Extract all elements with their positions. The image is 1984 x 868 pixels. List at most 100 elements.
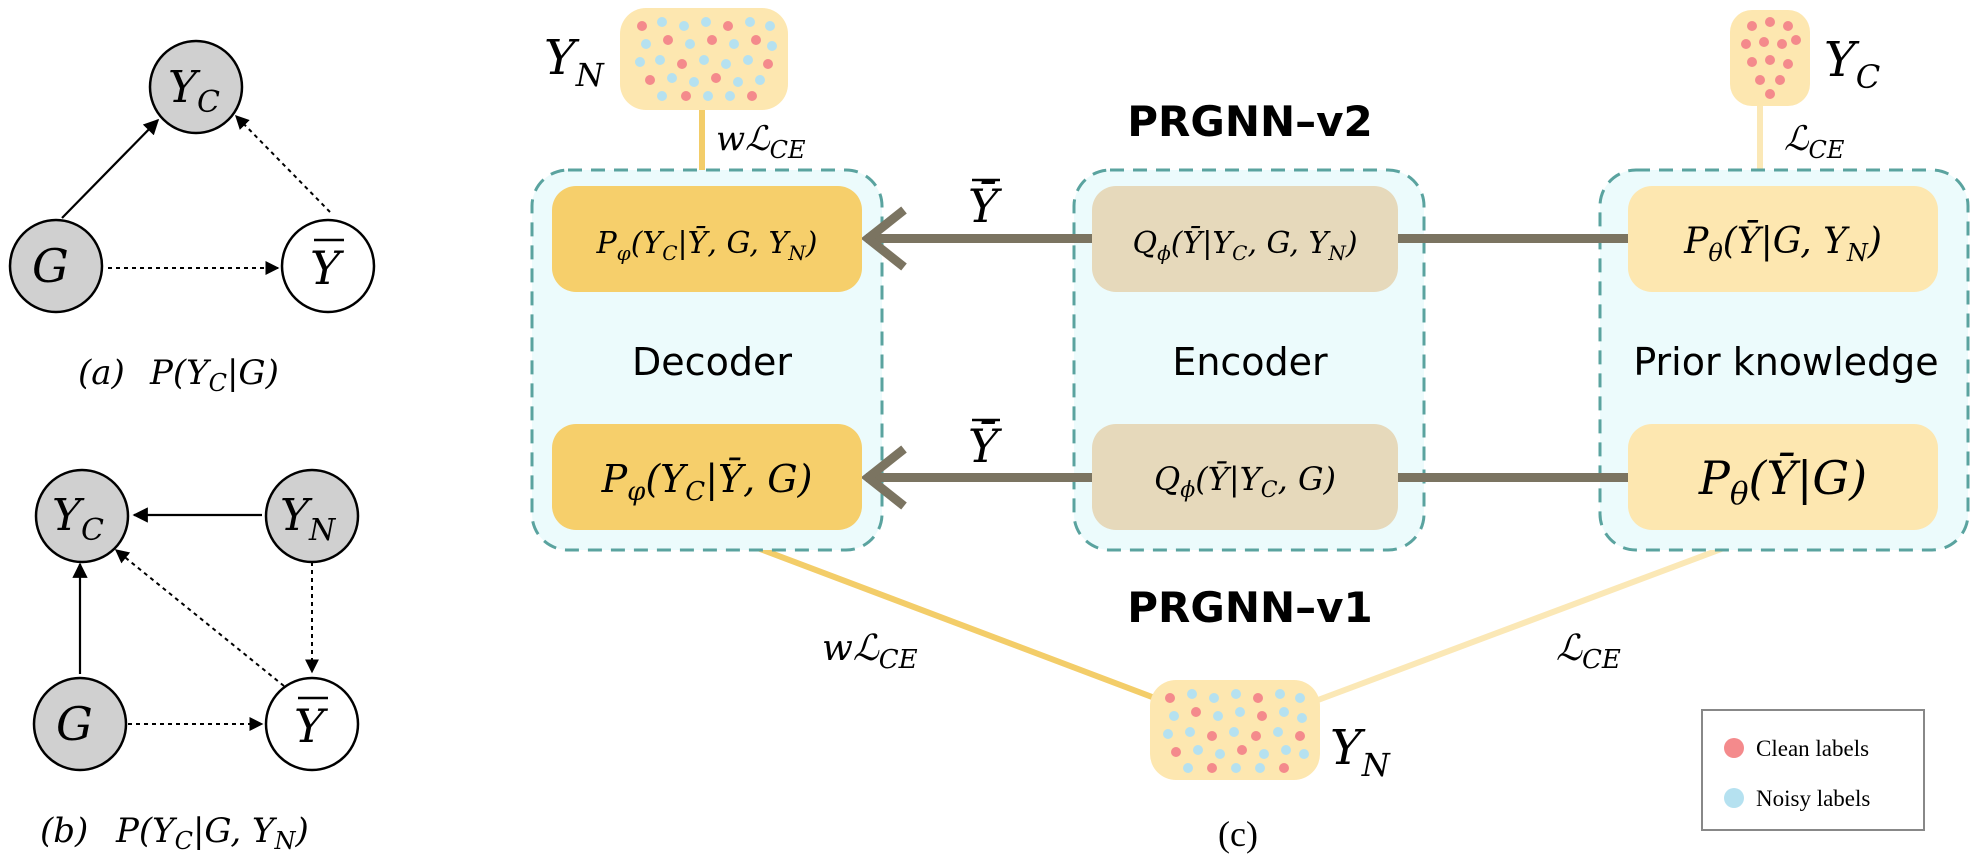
node-yn <box>264 468 360 564</box>
clean-label-dot <box>751 35 761 45</box>
clean-label-dot <box>1165 693 1175 703</box>
clean-label-dot <box>1765 17 1775 27</box>
clean-label-dot <box>1279 763 1289 773</box>
noisy-label-dot <box>729 39 739 49</box>
noisy-label-dot <box>699 55 709 65</box>
edge-ybar-to-yc <box>235 114 331 213</box>
connector-encoder-prior-top <box>1398 234 1634 243</box>
node-yc <box>148 39 244 135</box>
clean-label-dot <box>1791 35 1801 45</box>
clean-label-dot <box>1775 75 1785 85</box>
clean-label-dot <box>663 35 673 45</box>
legend-clean-dot <box>1724 738 1744 758</box>
node-g-label: G <box>32 239 69 293</box>
noisy-label-dot <box>1183 763 1193 773</box>
noisy-label-dot <box>1163 729 1173 739</box>
clean-label-dot <box>1755 75 1765 85</box>
clean-label-dot <box>645 75 655 85</box>
caption-b-formula: P(YC|G, YN) <box>115 811 309 855</box>
clean-label-dot <box>1257 711 1267 721</box>
caption-b-tag: (b) <box>40 811 88 851</box>
node-ybar <box>264 676 360 772</box>
encoder-bottom-box <box>1092 424 1398 530</box>
clean-label-dot <box>1765 55 1775 65</box>
noisy-label-dot <box>1193 745 1203 755</box>
noisy-label-dot <box>1213 711 1223 721</box>
noisy-label-dot <box>657 91 667 101</box>
legend: Clean labels Noisy labels <box>1701 709 1925 831</box>
noisy-label-dot <box>743 55 753 65</box>
yn-top-cluster-dots <box>635 17 777 101</box>
prior-top-formula: Pθ(Ȳ|G, YN) <box>1683 221 1882 267</box>
connector-encoder-prior-bottom <box>1398 473 1634 482</box>
clean-label-dot <box>711 73 721 83</box>
clean-label-dot <box>1765 89 1775 99</box>
prior-bottom-formula: Pθ(Ȳ|G) <box>1698 451 1867 512</box>
noisy-label-dot <box>725 91 735 101</box>
noisy-label-dot <box>689 77 699 87</box>
noisy-label-dot <box>701 17 711 27</box>
noisy-label-dot <box>1169 711 1179 721</box>
clean-label-dot <box>1747 57 1757 67</box>
title-v2: PRGNN–v2 <box>1127 97 1373 146</box>
node-g <box>8 218 104 314</box>
noisy-label-dot <box>667 73 677 83</box>
noisy-label-dot <box>733 77 743 87</box>
edge-g-to-yc <box>61 118 160 219</box>
clean-label-dot <box>1777 39 1787 49</box>
noisy-label-dot <box>1297 713 1307 723</box>
caption-a-formula: P(YC|G) <box>149 353 279 397</box>
clean-label-dot <box>1741 39 1751 49</box>
noisy-label-dot <box>721 59 731 69</box>
noisy-label-dot <box>1273 727 1283 737</box>
edge-ybar-to-yc <box>114 549 285 687</box>
prior-bottom-box <box>1628 424 1938 530</box>
caption-a-tag: (a) <box>78 353 125 393</box>
clean-label-dot <box>1207 731 1217 741</box>
decoder-bottom-formula: Pφ(YC|Ȳ, G) <box>601 457 813 507</box>
yn-bottom-cluster-dots <box>1163 689 1309 773</box>
loss-top-right: ℒCE <box>1784 119 1845 164</box>
arrow-top <box>860 206 1096 271</box>
noisy-label-dot <box>1279 707 1289 717</box>
decoder-bottom-box <box>552 424 862 530</box>
node-ybar-label: Y <box>294 699 329 753</box>
legend-noisy-dot <box>1724 788 1744 808</box>
decoder-top-formula: Pφ(YC|Ȳ, G, YN) <box>595 226 817 265</box>
clean-label-dot <box>1191 707 1201 717</box>
noisy-label-dot <box>1215 749 1225 759</box>
noisy-label-dot <box>1255 763 1265 773</box>
clean-label-dot <box>1747 21 1757 31</box>
yc-top-label: YC <box>1824 32 1880 96</box>
decoder-top-box <box>552 186 862 292</box>
loss-top-left: wℒCE <box>716 119 806 164</box>
noisy-label-dot <box>1209 693 1219 703</box>
clean-label-dot <box>763 59 773 69</box>
noisy-label-dot <box>1185 727 1195 737</box>
decoder-label: Decoder <box>632 340 792 384</box>
noisy-label-dot <box>1281 745 1291 755</box>
clean-label-dot <box>1783 21 1793 31</box>
node-g <box>32 676 128 772</box>
noisy-label-dot <box>685 39 695 49</box>
encoder-bottom-formula: Qϕ(Ȳ|YC, G) <box>1154 460 1336 503</box>
line-decoder-to-yn-bottom <box>708 527 1162 703</box>
noisy-label-dot <box>635 57 645 67</box>
legend-box <box>1701 709 1925 831</box>
noisy-label-dot <box>1295 693 1305 703</box>
encoder-label: Encoder <box>1172 340 1328 384</box>
title-v1: PRGNN–v1 <box>1127 583 1373 632</box>
clean-label-dot <box>677 59 687 69</box>
clean-label-dot <box>1783 59 1793 69</box>
node-yn-label: YN <box>280 490 337 548</box>
noisy-label-dot <box>679 21 689 31</box>
noisy-label-dot <box>1259 749 1269 759</box>
yn-top-label: YN <box>544 30 605 94</box>
noisy-label-dot <box>1231 689 1241 699</box>
clean-label-dot <box>1237 745 1247 755</box>
arrow-bottom <box>860 445 1096 510</box>
node-ybar-label: Y <box>310 241 345 295</box>
node-yc <box>34 468 130 564</box>
loss-bottom-left: wℒCE <box>822 628 918 675</box>
graph-a: YC G Y (a) P(YC|G) <box>8 39 376 397</box>
